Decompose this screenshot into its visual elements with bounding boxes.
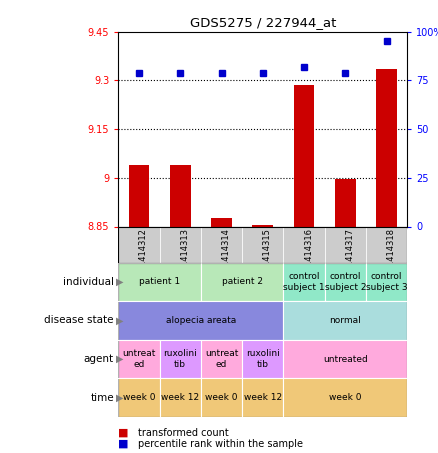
Text: ▶: ▶ <box>116 392 124 403</box>
Bar <box>242 378 283 417</box>
Bar <box>118 263 201 301</box>
Text: individual: individual <box>63 277 114 287</box>
Bar <box>366 226 407 263</box>
Text: ▶: ▶ <box>116 354 124 364</box>
Text: ruxolini
tib: ruxolini tib <box>246 349 280 369</box>
Bar <box>283 340 407 378</box>
Text: patient 2: patient 2 <box>222 278 263 286</box>
Text: GSM1414317: GSM1414317 <box>346 228 354 284</box>
Bar <box>201 263 283 301</box>
Bar <box>201 378 242 417</box>
Text: untreated: untreated <box>323 355 368 363</box>
Text: control
subject 1: control subject 1 <box>283 272 325 292</box>
Text: GSM1414312: GSM1414312 <box>139 228 148 284</box>
Text: week 0: week 0 <box>205 393 238 402</box>
Bar <box>118 340 159 378</box>
Text: ruxolini
tib: ruxolini tib <box>163 349 197 369</box>
Bar <box>129 165 149 226</box>
Text: alopecia areata: alopecia areata <box>166 316 236 325</box>
Text: disease state: disease state <box>44 315 114 326</box>
Bar <box>252 225 273 226</box>
Text: untreat
ed: untreat ed <box>122 349 155 369</box>
Text: week 12: week 12 <box>244 393 282 402</box>
Text: normal: normal <box>329 316 361 325</box>
Bar <box>118 301 283 340</box>
Bar <box>294 85 314 226</box>
Text: week 0: week 0 <box>329 393 362 402</box>
Bar <box>335 179 356 226</box>
Bar <box>376 69 397 226</box>
Bar <box>170 165 191 226</box>
Text: agent: agent <box>84 354 114 364</box>
Bar <box>201 340 242 378</box>
Bar <box>283 263 325 301</box>
Text: ▶: ▶ <box>116 315 124 326</box>
Bar <box>366 263 407 301</box>
Bar <box>325 226 366 263</box>
Text: untreat
ed: untreat ed <box>205 349 238 369</box>
Text: ▶: ▶ <box>116 277 124 287</box>
Bar <box>283 226 325 263</box>
Bar <box>283 301 407 340</box>
Text: ■: ■ <box>118 428 129 438</box>
Text: GSM1414316: GSM1414316 <box>304 228 313 284</box>
Bar <box>159 378 201 417</box>
Bar <box>159 226 201 263</box>
Bar <box>283 378 407 417</box>
Text: GSM1414318: GSM1414318 <box>387 228 396 284</box>
Text: week 12: week 12 <box>161 393 199 402</box>
Text: week 0: week 0 <box>123 393 155 402</box>
Bar <box>201 226 242 263</box>
Text: time: time <box>90 392 114 403</box>
Text: GSM1414313: GSM1414313 <box>180 228 189 284</box>
Title: GDS5275 / 227944_at: GDS5275 / 227944_at <box>190 16 336 29</box>
Bar <box>242 340 283 378</box>
Bar <box>242 226 283 263</box>
Text: percentile rank within the sample: percentile rank within the sample <box>138 439 303 449</box>
Bar <box>325 263 366 301</box>
Bar <box>118 226 159 263</box>
Bar <box>159 340 201 378</box>
Bar <box>118 378 159 417</box>
Text: control
subject 3: control subject 3 <box>366 272 407 292</box>
Text: transformed count: transformed count <box>138 428 229 438</box>
Text: patient 1: patient 1 <box>139 278 180 286</box>
Text: GSM1414314: GSM1414314 <box>222 228 230 284</box>
Text: control
subject 2: control subject 2 <box>325 272 366 292</box>
Text: GSM1414315: GSM1414315 <box>263 228 272 284</box>
Text: ■: ■ <box>118 439 129 449</box>
Bar <box>211 218 232 226</box>
